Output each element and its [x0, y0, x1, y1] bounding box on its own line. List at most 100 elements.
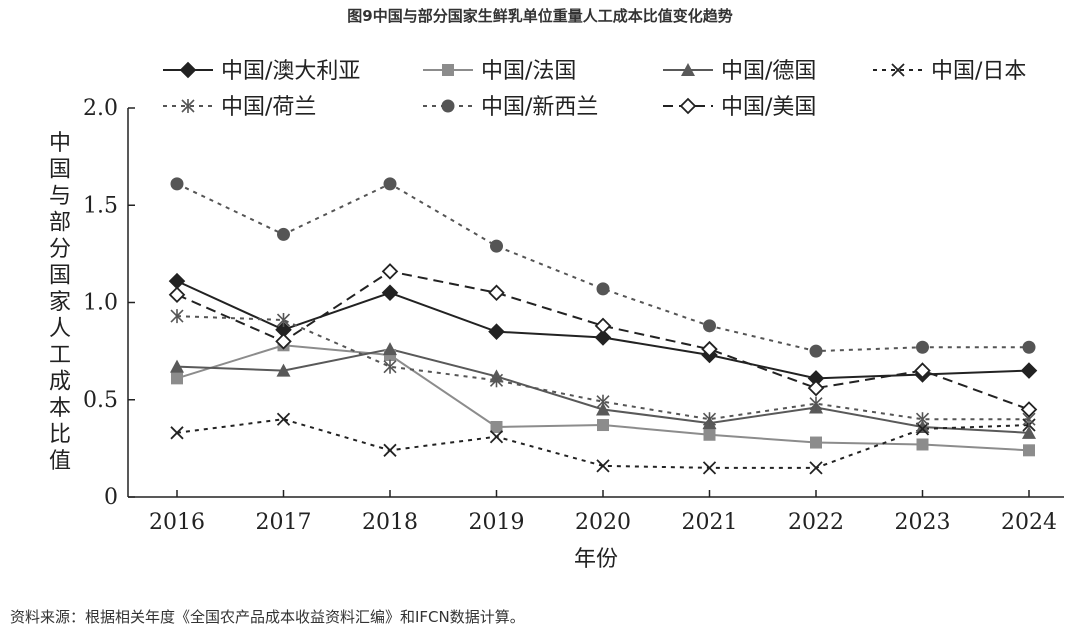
- data-point: [915, 422, 930, 436]
- legend-item: 中国/新西兰: [423, 95, 598, 120]
- legend-label: 中国/澳大利亚: [221, 59, 360, 84]
- data-point: [701, 340, 718, 358]
- legend-marker: [179, 61, 197, 79]
- legend-item: 中国/荷兰: [163, 95, 316, 120]
- data-point: [1022, 340, 1036, 354]
- data-point: [168, 286, 186, 303]
- data-point: [914, 362, 931, 379]
- legend-marker: [181, 99, 195, 113]
- data-point: [703, 428, 716, 441]
- y-axis-title-char: 成: [49, 370, 71, 395]
- data-point: [170, 426, 184, 440]
- legend-marker: [442, 64, 454, 76]
- data-point: [702, 412, 717, 427]
- data-point: [275, 333, 292, 350]
- legend-item: 中国/法国: [423, 59, 576, 84]
- data-point: [915, 412, 930, 427]
- x-tick-label: 2022: [788, 510, 844, 535]
- x-axis-title: 年份: [574, 547, 618, 572]
- y-axis-title-char: 部: [49, 211, 71, 236]
- data-point: [168, 272, 186, 290]
- data-point: [381, 263, 399, 280]
- x-tick-label: 2019: [469, 510, 525, 535]
- data-point: [597, 419, 609, 432]
- data-point: [596, 394, 610, 409]
- legend-label: 中国/荷兰: [221, 95, 316, 120]
- legend-label: 中国/日本: [931, 59, 1026, 84]
- ticks: 0 0.5 1.0 1.5 2.0 2016 2017 2018 2019 2020 2021 202…: [83, 96, 1057, 535]
- data-point: [383, 342, 397, 356]
- data-point: [276, 363, 291, 377]
- y-axis-title-char: 中: [49, 131, 71, 156]
- data-point: [1022, 425, 1036, 439]
- data-point: [170, 359, 184, 373]
- y-axis-title-char: 人: [49, 317, 71, 342]
- legend-marker: [681, 63, 695, 76]
- y-axis-title-char: 国: [49, 264, 71, 289]
- series-line: [176, 182, 1029, 353]
- legend-label: 中国/德国: [721, 59, 816, 84]
- series-line: [176, 270, 1030, 411]
- legend-label: 中国/美国: [721, 95, 816, 120]
- x-tick-label: 2021: [682, 510, 738, 535]
- y-axis-title-char: 比: [49, 423, 71, 448]
- data-point: [488, 323, 505, 340]
- data-point: [596, 459, 610, 473]
- data-point: [170, 177, 184, 191]
- data-point: [703, 319, 716, 333]
- y-axis-title-char: 值: [49, 449, 71, 474]
- y-axis-title-char: 与: [49, 184, 71, 209]
- x-tick-label: 2023: [895, 510, 951, 535]
- data-point: [594, 329, 612, 346]
- x-tick-label: 2017: [256, 510, 312, 535]
- data-point: [594, 317, 612, 335]
- data-point: [383, 177, 397, 191]
- data-point: [489, 430, 504, 444]
- y-tick-label: 1.5: [83, 193, 118, 218]
- data-point: [809, 344, 823, 358]
- y-tick-label: 1.0: [83, 291, 118, 316]
- y-axis-title-char: 工: [49, 343, 71, 368]
- data-point: [276, 412, 291, 426]
- legend-item: 中国/日本: [873, 59, 1026, 84]
- data-point: [596, 402, 610, 416]
- data-point: [381, 284, 399, 302]
- data-point: [915, 419, 930, 433]
- chart-title: 图9中国与部分国家生鲜乳单位重量人工成本比值变化趋势: [347, 7, 733, 25]
- y-tick-label: 2.0: [83, 96, 118, 121]
- y-axis-title-char: 分: [49, 237, 71, 262]
- legend-label: 中国/新西兰: [481, 95, 598, 120]
- data-point: [810, 436, 822, 449]
- data-point: [596, 282, 610, 296]
- data-point: [489, 373, 504, 388]
- y-tick-label: 0.5: [83, 388, 118, 413]
- data-point: [490, 239, 503, 253]
- legend-item: 中国/美国: [663, 95, 816, 120]
- y-axis-title-char: 本: [49, 396, 71, 421]
- data-point: [1020, 362, 1038, 379]
- source-note: 资料来源：根据相关年度《全国农产品成本收益资料汇编》和IFCN数据计算。: [10, 608, 525, 626]
- data-point: [809, 396, 823, 411]
- series-line: [176, 315, 1029, 421]
- legend-label: 中国/法国: [481, 59, 576, 84]
- y-tick-label: 0: [104, 485, 118, 510]
- data-point: [1020, 401, 1038, 418]
- x-tick-label: 2024: [1001, 510, 1057, 535]
- x-tick-label: 2020: [575, 510, 631, 535]
- y-axis-title-char: 国: [49, 158, 71, 183]
- series-line: [176, 418, 1030, 469]
- data-point: [702, 461, 717, 475]
- data-point: [490, 420, 503, 433]
- data-point: [170, 309, 184, 324]
- data-point: [916, 438, 929, 451]
- legend-item: 中国/德国: [663, 59, 816, 84]
- data-point: [171, 372, 183, 385]
- series-markers: [168, 177, 1038, 475]
- data-point: [383, 359, 397, 374]
- data-point: [277, 227, 290, 241]
- data-point: [809, 461, 823, 475]
- y-axis-title-char: 家: [49, 290, 71, 315]
